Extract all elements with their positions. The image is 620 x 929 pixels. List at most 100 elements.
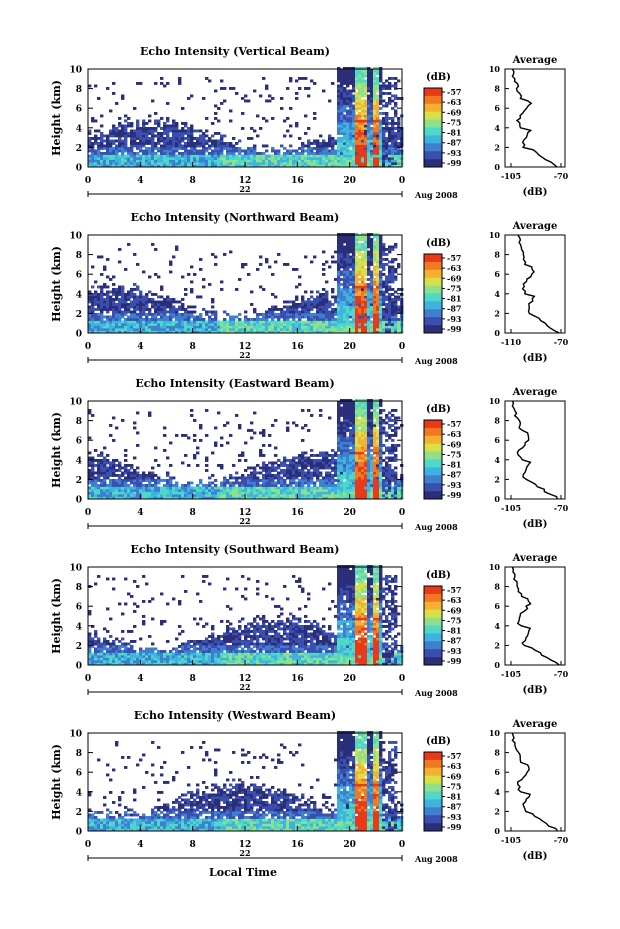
echo-cell <box>394 313 398 316</box>
echo-cell <box>196 491 200 495</box>
echo-cell <box>178 313 182 316</box>
echo-cell <box>166 300 170 304</box>
echo-cell <box>196 295 200 299</box>
echo-cell <box>130 162 134 165</box>
echo-cell <box>292 330 296 334</box>
echo-cell <box>97 474 101 477</box>
echo-cell <box>166 303 170 306</box>
echo-cell <box>220 328 224 331</box>
echo-cell <box>295 474 299 477</box>
echo-cell <box>172 325 176 329</box>
echo-cell <box>139 295 143 299</box>
echo-cell <box>349 97 353 100</box>
echo-cell <box>187 313 191 316</box>
echo-cell <box>379 119 383 123</box>
echo-cell <box>331 139 335 143</box>
echo-cell <box>238 323 242 326</box>
echo-cell <box>172 159 176 163</box>
echo-cell <box>370 263 374 266</box>
echo-cell <box>376 318 380 321</box>
echo-cell <box>133 313 137 316</box>
echo-cell <box>373 253 377 256</box>
echo-cell <box>181 127 185 130</box>
echo-cell <box>241 496 245 500</box>
echo-cell <box>247 152 251 155</box>
echo-cell <box>130 491 134 495</box>
echo-cell <box>103 315 107 319</box>
echo-cell <box>100 152 104 155</box>
echo-cell <box>112 300 116 304</box>
echo-cell <box>244 315 248 319</box>
echo-cell <box>355 77 359 80</box>
echo-cell <box>145 147 149 150</box>
echo-cell <box>352 129 356 133</box>
echo-cell <box>133 318 137 321</box>
echo-cell <box>151 315 155 319</box>
echo-cell <box>103 489 107 492</box>
echo-cell <box>214 328 218 331</box>
echo-cell <box>115 481 119 485</box>
echo-cell <box>139 290 143 294</box>
echo-cell <box>340 330 344 334</box>
echo-cell <box>388 310 392 314</box>
colorbar-segment <box>424 111 442 120</box>
echo-cell <box>370 248 374 251</box>
echo-cell <box>157 476 161 480</box>
echo-cell <box>208 318 212 321</box>
echo-cell <box>115 315 119 319</box>
echo-cell <box>340 74 344 78</box>
echo-cell <box>136 154 140 158</box>
echo-cell <box>379 283 383 286</box>
echo-cell <box>370 132 374 135</box>
echo-cell <box>364 273 368 276</box>
echo-cell <box>295 92 299 95</box>
echo-cell <box>394 84 398 88</box>
echo-cell <box>298 318 302 321</box>
echo-cell <box>136 132 140 135</box>
echo-cell <box>337 308 341 311</box>
echo-cell <box>91 310 95 314</box>
echo-cell <box>307 154 311 158</box>
echo-cell <box>130 142 134 145</box>
echo-cell <box>130 330 134 334</box>
echo-cell <box>394 310 398 314</box>
echo-cell <box>151 303 155 306</box>
echo-cell <box>133 494 137 497</box>
echo-cell <box>127 122 131 125</box>
echo-cell <box>265 119 269 123</box>
echo-cell <box>169 147 173 150</box>
echo-cell <box>355 280 359 284</box>
echo-cell <box>322 263 326 266</box>
echo-cell <box>337 84 341 88</box>
echo-cell <box>298 137 302 140</box>
echo-cell <box>370 107 374 110</box>
echo-cell <box>280 471 284 475</box>
echo-cell <box>256 162 260 165</box>
echo-cell <box>328 99 332 103</box>
echo-cell <box>367 258 371 261</box>
echo-cell <box>178 323 182 326</box>
echo-cell <box>190 320 194 324</box>
echo-cell <box>379 74 383 78</box>
echo-cell <box>274 330 278 334</box>
echo-cell <box>250 481 254 485</box>
echo-cell <box>154 320 158 324</box>
echo-cell <box>274 466 278 470</box>
echo-cell <box>379 87 383 90</box>
echo-cell <box>394 303 398 306</box>
echo-cell <box>247 479 251 482</box>
echo-cell <box>355 82 359 85</box>
echo-cell <box>88 323 92 326</box>
echo-cell <box>307 494 311 497</box>
echo-cell <box>163 330 167 334</box>
echo-cell <box>274 474 278 477</box>
echo-cell <box>268 310 272 314</box>
echo-cell <box>340 147 344 150</box>
echo-cell <box>88 139 92 143</box>
echo-cell <box>373 137 377 140</box>
echo-cell <box>337 154 341 158</box>
echo-cell <box>358 92 362 95</box>
echo-cell <box>340 399 344 402</box>
echo-cell <box>259 157 263 160</box>
echo-cell <box>331 325 335 329</box>
